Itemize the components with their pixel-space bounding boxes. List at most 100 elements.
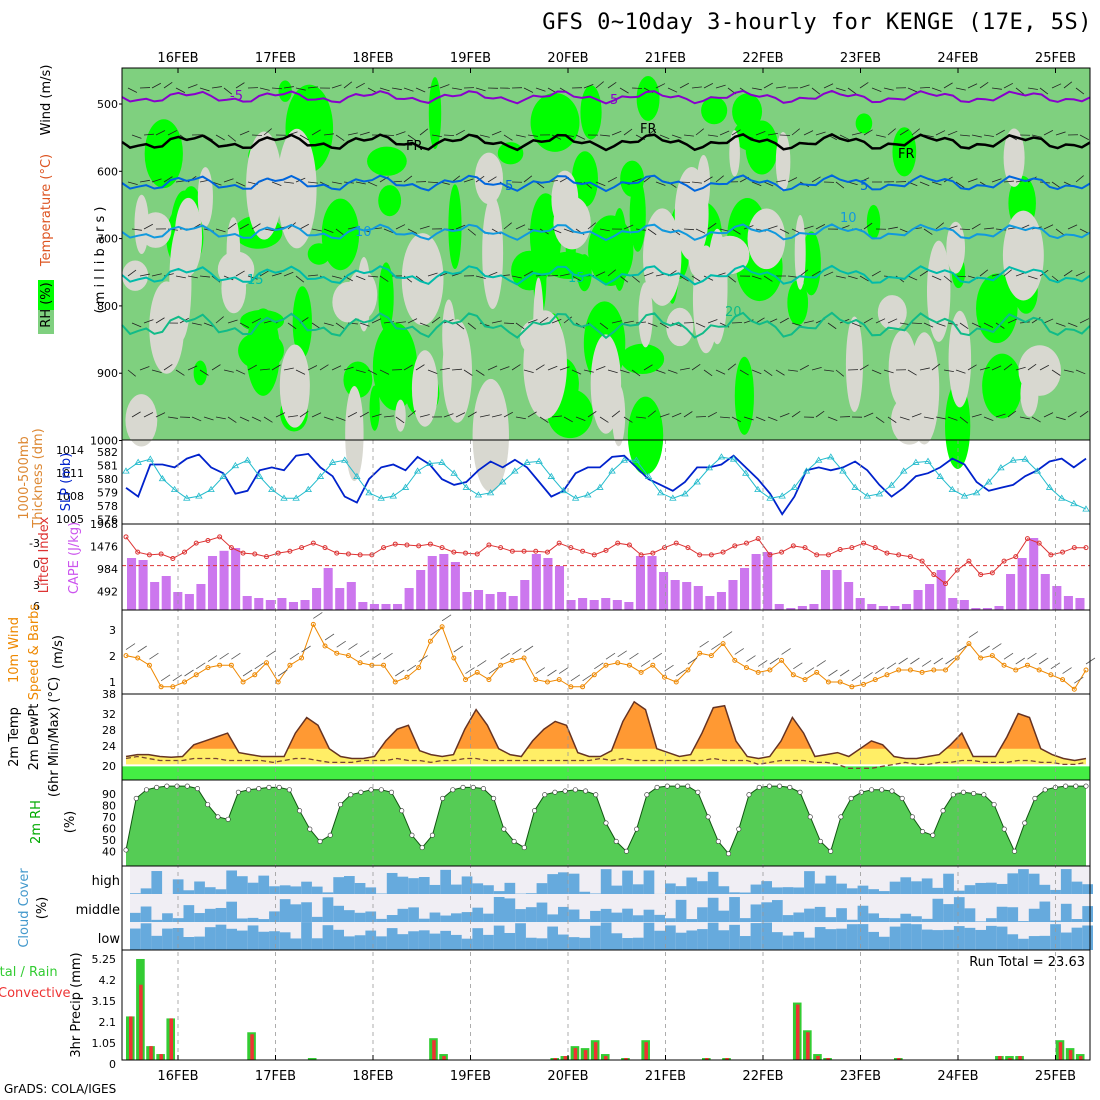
wind-barb [731,322,743,324]
wind-barb [503,222,512,230]
cloud-bar [750,923,762,950]
wind-barb [503,411,514,418]
precip-conv-bar [998,1056,1002,1060]
wind-speed-marker [275,679,281,685]
cape-bar [450,562,460,610]
cloud-bar [1071,881,1083,894]
cloud-bar [183,890,195,894]
wind-barb [599,416,609,423]
rh-patch-high [144,119,183,189]
cloud-units-label: (%) [35,897,50,920]
temp-contour-20 [121,311,1091,340]
cape-bar [844,582,854,610]
wind-barb [1003,180,1014,183]
li-marker [802,545,808,551]
wind-barb-10m [512,648,522,655]
cape-bar [971,608,981,610]
cloud-bar [1007,907,1019,922]
date-label-bottom: 25FEB [1035,1069,1076,1084]
wind-barb [271,272,282,277]
wind-barb [511,275,522,279]
rh2m-marker [756,784,762,790]
cloud-bar [472,883,484,894]
precip-conv-bar [705,1058,709,1060]
wind-barb [943,275,953,283]
rh-patch-high [701,96,728,125]
cloud-bar [386,915,398,922]
cloud-bar [697,907,708,922]
wind-speed-marker [650,662,656,668]
wind-barb [763,181,774,187]
cape-bar [439,554,449,610]
cloud-bar [461,938,473,950]
temp-ground-band [122,766,1090,780]
wind-barb [523,369,534,374]
wind-barb [355,82,365,89]
cloud-bar [493,925,505,950]
wind-speed-marker [673,679,679,685]
precip-tick: 2.1 [99,1016,117,1029]
wind-speed-marker [591,672,597,678]
cloud-bar [558,906,569,922]
rh2m-marker [399,808,405,814]
cloud-bar [921,918,933,922]
cloud-bar [536,883,548,894]
wind-barb [235,270,245,277]
cloud-bar [1060,932,1072,950]
wind-barb [679,367,690,371]
cloud-bar [1007,934,1019,950]
rh2m-marker [389,789,395,795]
cloud-bar [654,914,665,922]
wind-barb [1043,224,1054,230]
rh2m-marker [715,838,721,844]
wind-barb [355,181,366,185]
li-tick: 3 [33,579,40,592]
wind-barb [1079,134,1089,141]
precip-conv-bar [897,1058,901,1060]
wind-barb [331,275,342,279]
temp-contour-15 [121,264,1091,286]
rh2m-marker [1042,787,1048,793]
wind-barb [331,181,342,185]
wind-barb [427,369,438,375]
wind-barb [287,415,298,418]
precip-conv-bar [139,984,143,1060]
wind-barb [655,369,666,374]
wind-barb [215,228,226,233]
cloud-bar [665,883,676,894]
wind-barb [1043,318,1054,324]
wind-barb-10m [324,633,335,641]
cloud-bar [675,886,687,894]
wind-barb [155,412,166,418]
rh-patch-dry [775,131,791,192]
cloud-bar [707,871,719,894]
li-marker [755,536,761,542]
wind-barb [911,322,923,325]
wind-barb [395,131,406,136]
cloud-bar [1018,869,1029,894]
wind-barb [235,181,246,187]
contour-label: 20 [725,305,742,320]
cloud-bar [130,928,141,950]
cloud-bar [472,907,484,922]
cloud-bar [793,887,805,894]
li-marker [205,537,211,543]
wind-barb [775,86,786,89]
wind-barb [707,319,718,324]
wind-barb [751,275,762,280]
wind-barb [983,227,994,230]
cloud-bar [301,902,312,922]
wind-barb [751,181,762,187]
rh2m-units-label: (%) [63,811,78,834]
slp-tick: 1014 [56,444,84,457]
wind-barb [283,367,294,371]
wind-barb [355,369,366,374]
wind-speed-marker [170,684,176,690]
rh-patch-dry [729,130,740,177]
li-marker [825,552,831,558]
wind-barb [347,132,358,136]
wind-barb [1051,369,1061,376]
thickness-marker [1009,456,1017,463]
cloud-bar [889,881,901,894]
li-marker [146,552,152,558]
